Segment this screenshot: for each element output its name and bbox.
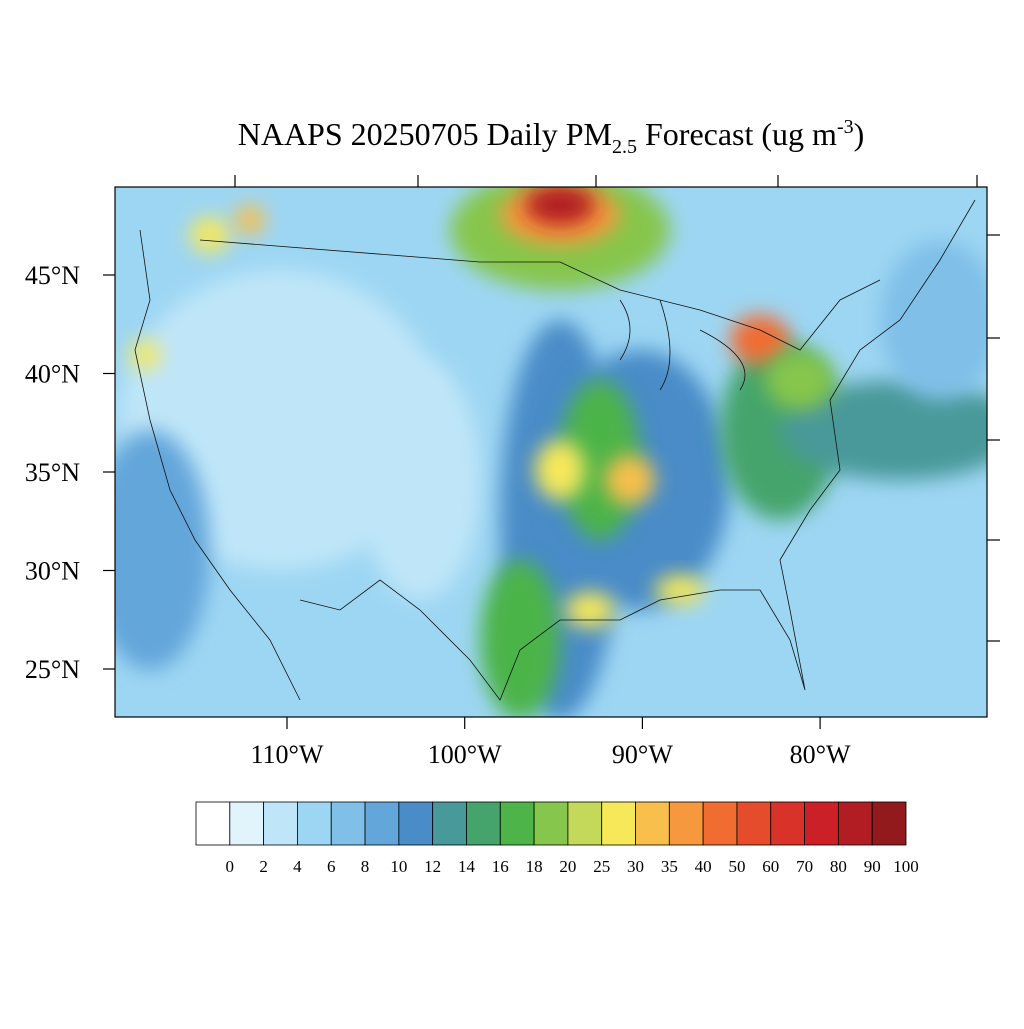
colorbar-label: 18 [526, 857, 543, 876]
colorbar-box [229, 801, 265, 846]
concentration-patch [565, 592, 615, 628]
frame-ticks [234, 175, 1000, 642]
colorbar-box [601, 801, 636, 846]
title-main: NAAPS 20250705 Daily PM [238, 116, 612, 152]
colorbar-label: 30 [627, 857, 644, 876]
lon-label: 110°W [251, 740, 324, 769]
map-title: NAAPS 20250705 Daily PM2.5 Forecast (ug … [238, 116, 865, 158]
colorbar-box [263, 801, 298, 846]
colorbar-box [195, 801, 231, 846]
colorbar-box [770, 801, 805, 846]
colorbar-box [668, 801, 704, 846]
axes: 45°N 40°N 35°N 30°N 25°N 110°W 100°W 90°W 80°W [25, 261, 851, 769]
colorbar-label: 70 [796, 857, 813, 876]
pm25-field [115, 187, 987, 717]
title-end: ) [854, 116, 865, 152]
concentration-patch [730, 315, 790, 365]
colorbar-label: 16 [492, 857, 509, 876]
colorbar-box [297, 801, 332, 846]
colorbar-box [466, 801, 501, 846]
map-frame [114, 186, 988, 718]
lon-label: 80°W [790, 740, 851, 769]
colorbar-box [635, 801, 670, 846]
lat-label: 40°N [25, 360, 80, 389]
concentration-patch [655, 575, 705, 605]
coastlines [134, 199, 976, 701]
colorbar-label: 50 [728, 857, 745, 876]
colorbar-label: 14 [458, 857, 476, 876]
colorbar-label: 60 [762, 857, 779, 876]
lat-label: 25°N [25, 655, 80, 684]
concentration-patch [525, 187, 595, 225]
concentration-patch [190, 217, 230, 253]
lon-label: 90°W [612, 740, 673, 769]
concentration-patch [535, 440, 585, 500]
colorbar-box [736, 801, 772, 846]
colorbar-box [804, 801, 839, 846]
title-subscript: 2.5 [612, 136, 637, 158]
lat-label: 30°N [25, 557, 80, 586]
concentration-patch [780, 380, 987, 480]
colorbar-label: 10 [390, 857, 407, 876]
west-coast [134, 229, 301, 701]
colorbar: 0 2 4 6 8 10 12 14 16 18 20 25 30 35 40 50 60 70 80 90 100 [195, 801, 919, 876]
colorbar-label: 6 [327, 857, 336, 876]
concentration-patch [605, 455, 655, 505]
colorbar-box [398, 801, 434, 846]
title-superscript: -3 [837, 116, 854, 138]
concentration-patch [130, 340, 160, 370]
concentration-patch [480, 560, 560, 717]
colorbar-label: 0 [226, 857, 235, 876]
concentration-patch [115, 430, 210, 670]
colorbar-box [702, 801, 738, 846]
lat-label: 35°N [25, 458, 80, 487]
title-rest: Forecast (ug m [637, 116, 837, 152]
colorbar-label: 4 [293, 857, 302, 876]
colorbar-label: 12 [424, 857, 441, 876]
colorbar-label: 100 [893, 857, 919, 876]
great-lakes [619, 299, 746, 391]
colorbar-box [330, 801, 366, 846]
south-east-coast [299, 199, 976, 701]
colorbar-label: 40 [695, 857, 712, 876]
lat-label: 45°N [25, 261, 80, 290]
concentration-patch [235, 205, 265, 235]
colorbar-box [533, 801, 569, 846]
colorbar-label: 90 [864, 857, 881, 876]
colorbar-label: 35 [661, 857, 678, 876]
colorbar-label: 25 [593, 857, 610, 876]
concentration-patch [880, 240, 987, 400]
colorbar-box [567, 801, 603, 846]
colorbar-box [432, 801, 467, 846]
colorbar-label: 2 [259, 857, 268, 876]
colorbar-box [364, 801, 400, 846]
northern-border [199, 239, 881, 351]
colorbar-label: 20 [559, 857, 576, 876]
lon-label: 100°W [428, 740, 502, 769]
colorbar-label: 80 [830, 857, 847, 876]
concentration-patch [765, 350, 835, 410]
colorbar-box [499, 801, 535, 846]
concentration-patch [360, 360, 480, 600]
colorbar-label: 8 [361, 857, 370, 876]
colorbar-box [871, 801, 907, 846]
colorbar-box [837, 801, 873, 846]
